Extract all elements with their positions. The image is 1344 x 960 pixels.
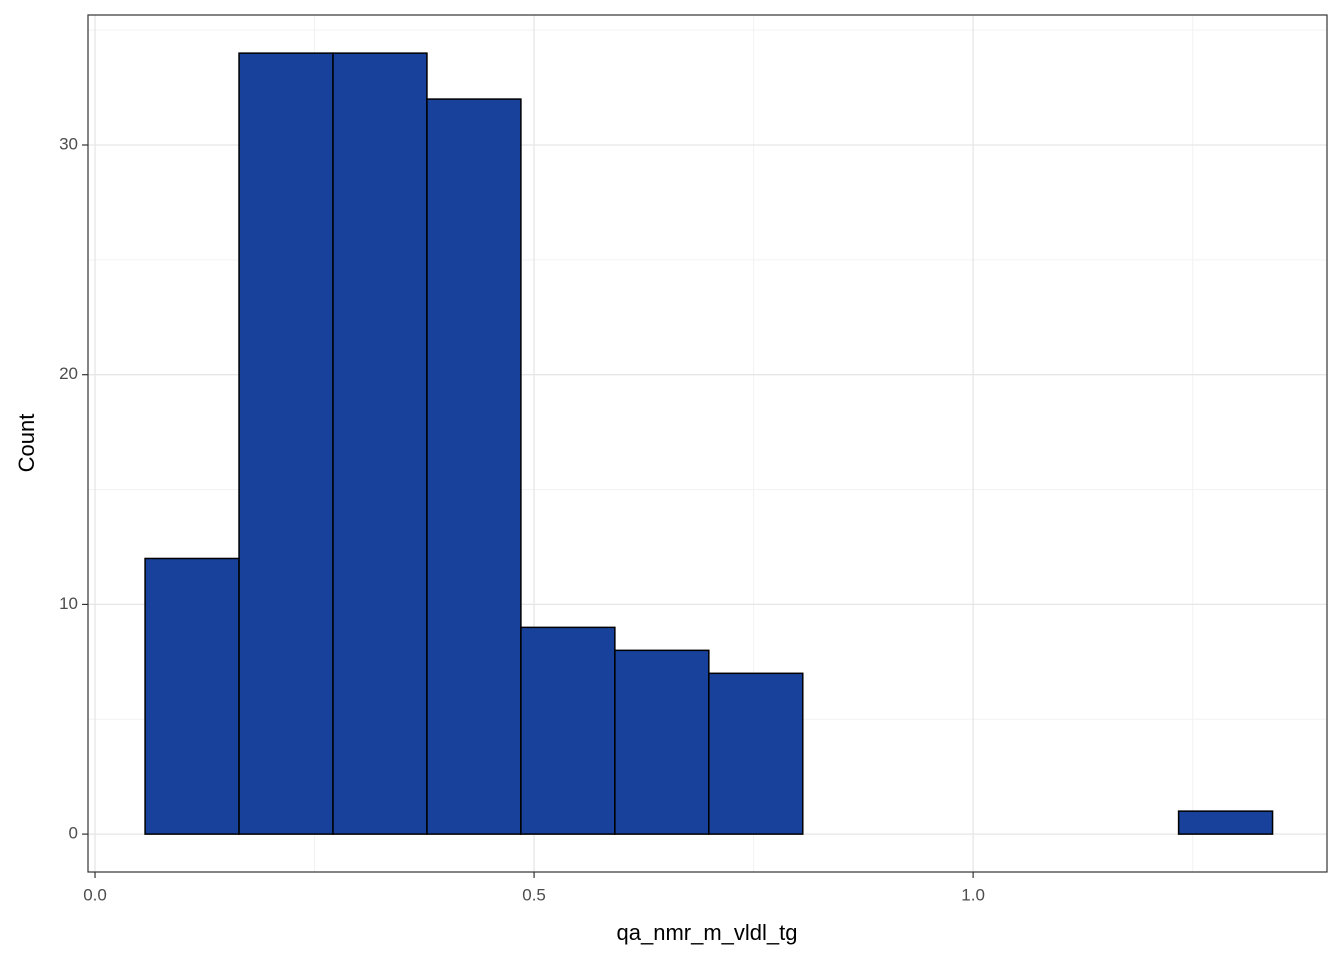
y-tick-label: 20	[59, 364, 78, 383]
bar	[332, 52, 428, 835]
y-tick-label: 10	[59, 594, 78, 613]
bar	[614, 649, 710, 835]
x-tick-label: 1.0	[961, 885, 985, 904]
bar	[520, 626, 616, 835]
x-axis-title: qa_nmr_m_vldl_tg	[617, 920, 798, 945]
bar	[1177, 810, 1274, 835]
bar	[144, 557, 240, 835]
x-tick-label: 0.5	[522, 885, 546, 904]
x-tick-label: 0.0	[83, 885, 107, 904]
panel-border	[87, 14, 1328, 873]
y-axis-title: Count	[14, 414, 39, 473]
bars	[144, 52, 1274, 835]
y-tick-label: 0	[69, 824, 78, 843]
bar	[708, 672, 804, 835]
bar	[238, 52, 334, 835]
y-tick-label: 30	[59, 134, 78, 153]
bar	[426, 98, 522, 835]
